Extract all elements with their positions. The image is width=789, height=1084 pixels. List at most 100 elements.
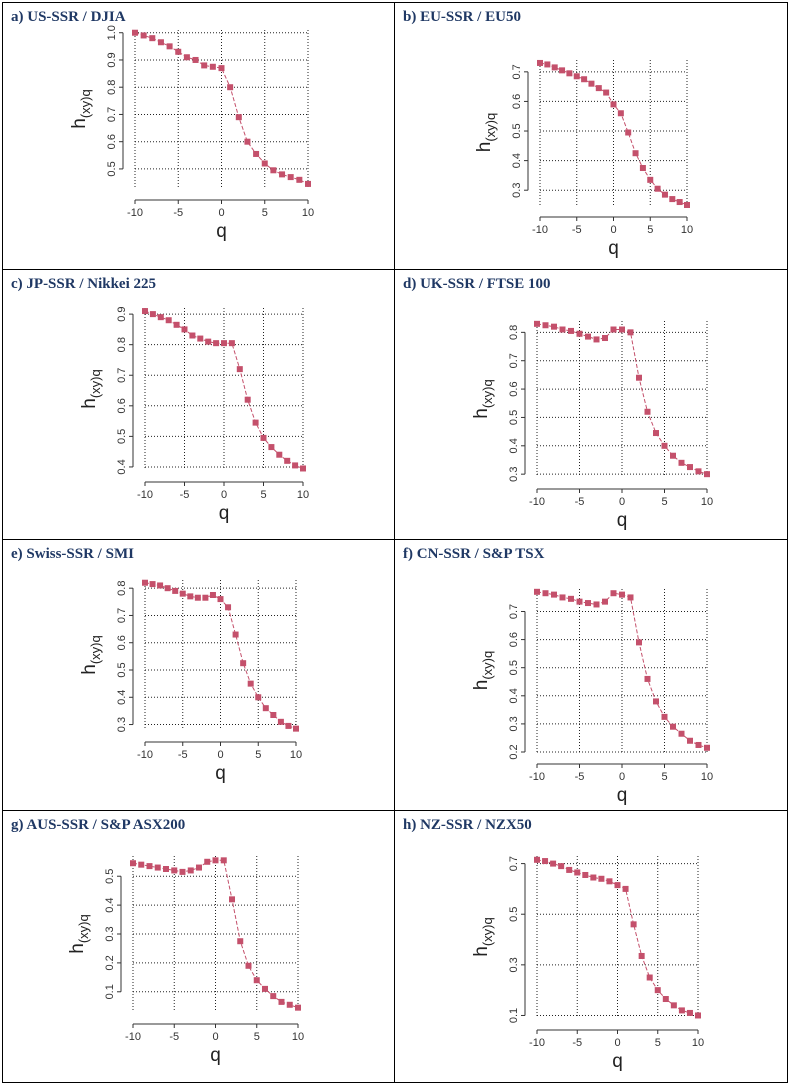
data-point	[240, 660, 247, 667]
data-point	[678, 730, 685, 737]
y-tick-label: 0.6	[116, 398, 128, 413]
data-point	[704, 471, 710, 478]
y-axis-title: h(xy)q	[79, 369, 103, 408]
y-tick-label: 0.9	[116, 306, 128, 321]
y-axis-title-main: h	[79, 664, 100, 675]
data-point	[132, 29, 138, 36]
data-point	[279, 171, 286, 178]
y-axis-title-main: h	[474, 142, 495, 153]
x-tick-label: 5	[260, 489, 266, 501]
x-axis-title: q	[617, 510, 628, 531]
data-point	[255, 694, 262, 701]
data-point	[625, 129, 632, 136]
data-point	[204, 858, 211, 865]
data-point	[537, 59, 543, 66]
data-point	[622, 885, 629, 892]
data-point	[670, 452, 676, 459]
data-point	[285, 722, 292, 729]
data-point	[627, 329, 634, 336]
data-point	[142, 579, 148, 586]
data-point	[551, 64, 558, 71]
data-point	[602, 598, 608, 605]
data-point	[253, 977, 260, 984]
data-point	[287, 174, 294, 181]
y-tick-label: 0.4	[116, 690, 128, 705]
data-point	[305, 180, 311, 187]
y-tick-label: 0.5	[511, 123, 523, 138]
y-tick-label: 0.8	[116, 337, 128, 352]
x-tick-label: 5	[255, 749, 261, 761]
x-tick-label: -5	[180, 489, 190, 501]
y-tick-label: 0.7	[106, 107, 118, 122]
data-point	[237, 938, 244, 945]
data-point	[610, 326, 617, 333]
data-point	[669, 196, 676, 203]
data-point	[244, 138, 251, 145]
data-point	[585, 600, 591, 607]
y-tick-label: 0.2	[104, 955, 116, 970]
x-tick-label: -10	[529, 1037, 545, 1049]
y-tick-label: 0.5	[104, 869, 116, 884]
data-point	[619, 326, 625, 333]
y-tick-label: 0.6	[508, 632, 520, 647]
y-tick-label: 0.7	[511, 64, 523, 79]
y-tick-label: 0.3	[511, 183, 523, 198]
data-point	[534, 320, 540, 327]
data-point	[585, 333, 591, 340]
data-point	[661, 713, 668, 720]
data-point	[244, 396, 251, 403]
data-point	[209, 63, 216, 70]
data-point	[588, 80, 595, 87]
x-tick-label: -5	[572, 1037, 582, 1049]
data-point	[236, 366, 243, 373]
data-point	[202, 594, 209, 601]
y-axis-title: h(xy)q	[69, 89, 93, 128]
y-tick-label: 0.1	[508, 1008, 520, 1023]
panel-title: h) NZ-SSR / NZX50	[403, 817, 532, 833]
data-point	[296, 176, 303, 183]
data-point	[636, 374, 642, 381]
data-point	[573, 73, 580, 80]
data-point	[220, 857, 227, 864]
y-axis-title-sub: (xy)q	[88, 635, 103, 664]
data-point	[205, 338, 212, 345]
data-point	[149, 311, 156, 318]
y-axis-title-main: h	[67, 943, 88, 954]
data-point	[582, 871, 589, 878]
data-point	[617, 110, 624, 117]
data-point	[173, 321, 180, 328]
data-point	[646, 974, 653, 981]
x-axis-title: q	[612, 1051, 623, 1072]
data-point	[217, 596, 224, 603]
y-tick-label: 0.4	[511, 153, 523, 168]
y-axis-title-main: h	[471, 946, 492, 957]
chart-svg: -10 -5 0 5 10 q 0.1 0.2 0.3 0.4 0.5 h(xy)q	[67, 856, 304, 1066]
data-point	[647, 176, 654, 183]
data-point	[164, 585, 171, 592]
x-tick-label: 10	[302, 207, 314, 219]
data-point	[295, 1004, 301, 1011]
y-tick-label: 0.4	[104, 897, 116, 912]
x-tick-label: -10	[127, 207, 143, 219]
y-axis-title-main: h	[69, 118, 90, 129]
y-tick-label: 0.3	[116, 717, 128, 732]
data-point	[606, 878, 613, 885]
panel-b: b) EU-SSR / EU50 -10 -5 0 5 10 q 0.3 0.4 0.5 0.6 0…	[394, 2, 788, 270]
panel-title: f) CN-SSR / S&P TSX	[403, 546, 545, 562]
data-point	[175, 48, 182, 55]
x-tick-label: 0	[218, 207, 224, 219]
data-point	[559, 326, 566, 333]
y-axis-title-main: h	[471, 680, 492, 691]
chart-svg: -10 -5 0 5 10 q 0.3 0.4 0.5 0.6 0.7 0.8 h(xy)q	[471, 320, 713, 531]
x-tick-label: 10	[701, 771, 713, 783]
data-point	[558, 863, 565, 870]
data-point	[165, 317, 172, 324]
y-axis-title: h(xy)q	[471, 379, 495, 418]
y-tick-label: 0.5	[508, 660, 520, 675]
data-point	[593, 336, 600, 343]
x-tick-label: 5	[661, 771, 667, 783]
y-axis-title-sub: (xy)q	[88, 369, 103, 398]
data-point	[559, 594, 566, 601]
x-tick-label: 10	[681, 224, 693, 236]
data-point	[197, 335, 204, 342]
